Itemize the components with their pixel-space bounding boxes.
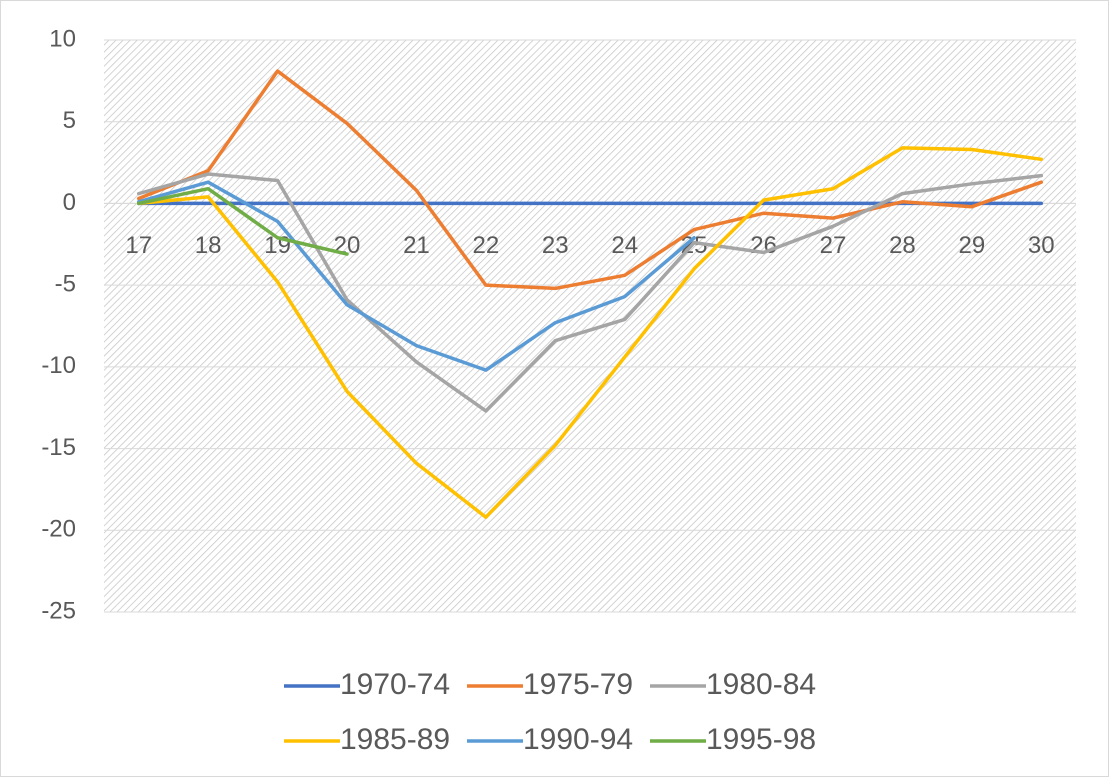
legend-label: 1990-94: [523, 723, 633, 756]
y-tick-label: -5: [55, 270, 76, 297]
legend-label: 1970-74: [340, 668, 450, 701]
series-line: [136, 172, 1044, 413]
legend-label: 1975-79: [523, 668, 633, 701]
legend-label: 1995-98: [706, 723, 816, 756]
x-tick-label: 22: [473, 232, 500, 259]
y-tick-label: 10: [49, 25, 76, 52]
y-tick-label: -15: [41, 434, 76, 461]
x-tick-label: 30: [1028, 232, 1055, 259]
series-line: [136, 69, 1044, 291]
x-tick-label: 27: [820, 232, 847, 259]
x-tick-label: 24: [611, 232, 638, 259]
legend-label: 1980-84: [706, 668, 816, 701]
y-tick-label: -25: [41, 597, 76, 624]
x-tick-label: 28: [889, 232, 916, 259]
x-tick-label: 26: [750, 232, 777, 259]
x-tick-label: 23: [542, 232, 569, 259]
series-line: [136, 180, 696, 372]
y-tick-label: -10: [41, 352, 76, 379]
y-tick-label: 5: [63, 107, 76, 134]
plot-area: [104, 40, 1076, 612]
x-tick-label: 21: [403, 232, 430, 259]
y-tick-label: 0: [63, 189, 76, 216]
x-tick-label: 17: [125, 232, 152, 259]
x-tick-label: 29: [959, 232, 986, 259]
legend-label: 1985-89: [340, 723, 450, 756]
series-line: [136, 146, 1044, 519]
y-tick-label: -20: [41, 516, 76, 543]
series-line: [136, 186, 349, 256]
x-tick-label: 18: [195, 232, 222, 259]
